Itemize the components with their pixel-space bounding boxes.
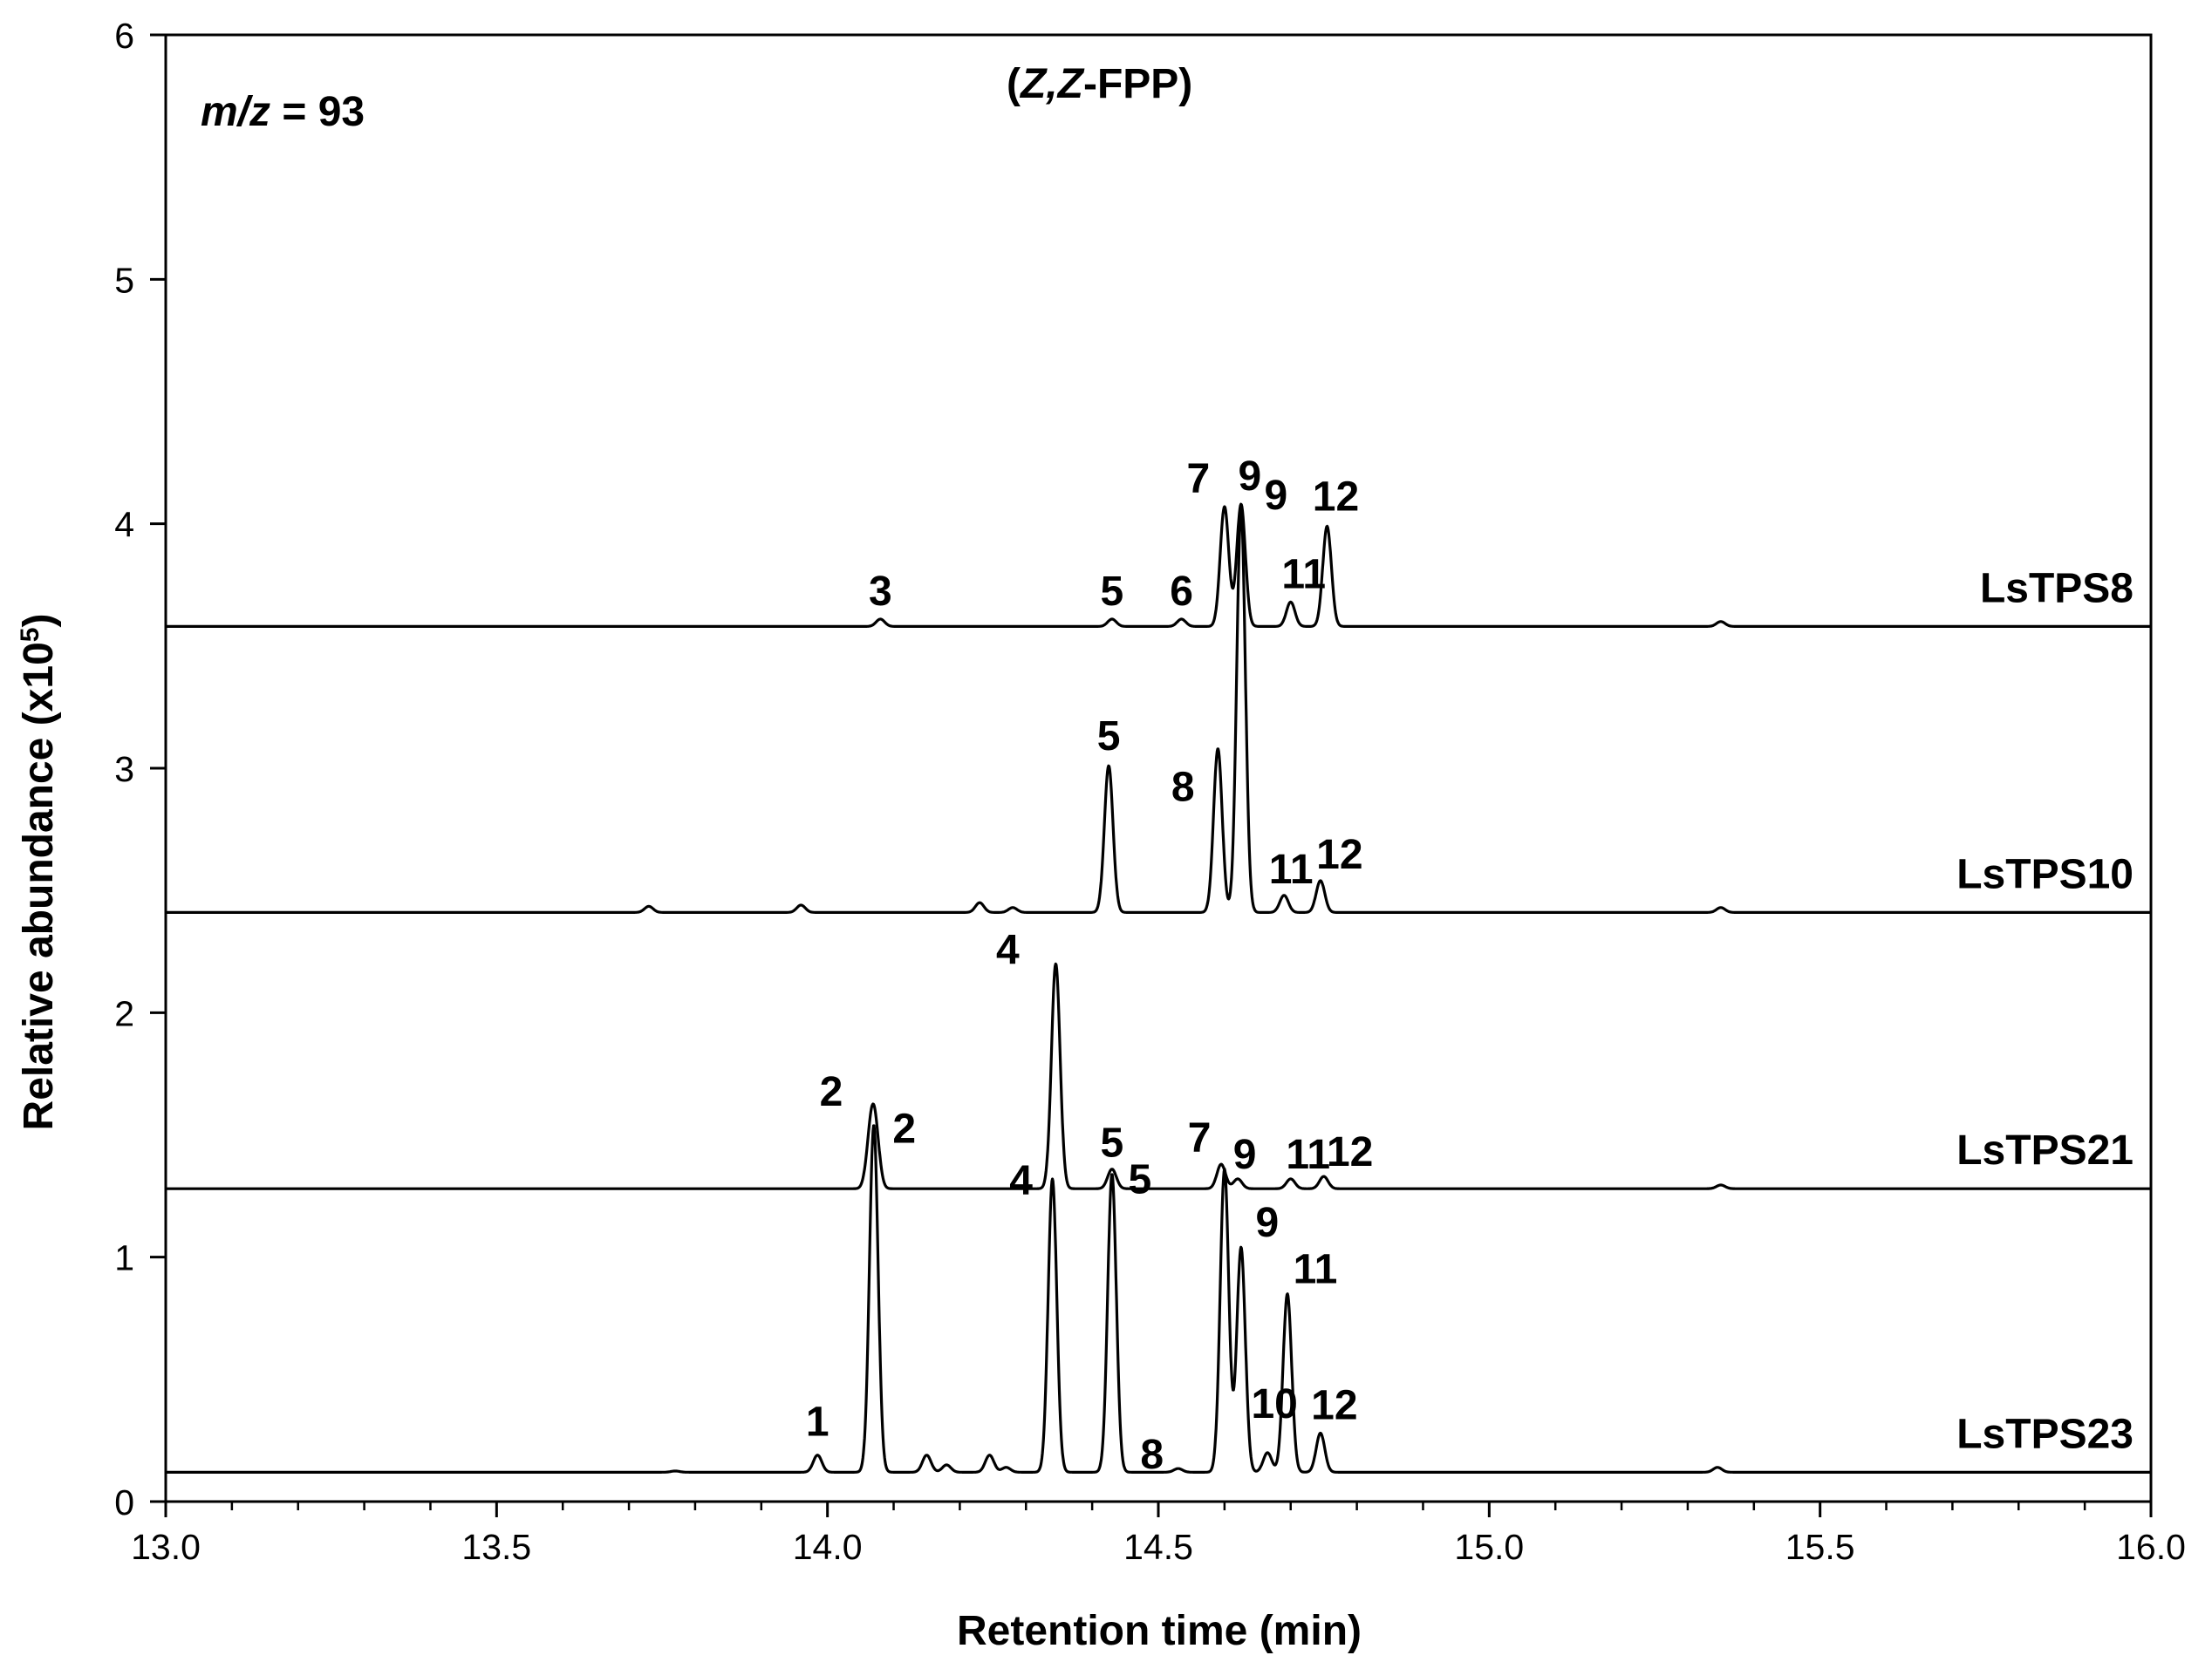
- x-tick-label: 15.0: [1454, 1527, 1524, 1567]
- peak-label: 7: [1187, 456, 1211, 502]
- y-axis-title-sup: 5: [16, 628, 44, 643]
- trace-name-lstps23: LsTPS23: [1956, 1411, 2133, 1457]
- y-tick-label: 4: [114, 505, 134, 545]
- peak-label: 9: [1264, 473, 1287, 519]
- y-axis-title-end: ): [16, 614, 62, 628]
- peak-label: 8: [1171, 765, 1195, 811]
- mz-italic: m/z: [201, 89, 270, 135]
- trace-name-lstps21: LsTPS21: [1956, 1127, 2133, 1174]
- peak-label: 12: [1327, 1129, 1373, 1175]
- x-tick-label: 14.0: [793, 1527, 863, 1567]
- mz-value: = 93: [270, 89, 365, 135]
- peak-label: 2: [892, 1106, 916, 1152]
- trace-lstps8: [165, 502, 2152, 628]
- y-tick-label: 1: [114, 1238, 134, 1278]
- peak-label: 2: [820, 1069, 843, 1115]
- traces: [165, 502, 2152, 1474]
- peak-label: 5: [1101, 1121, 1124, 1167]
- peak-label: 11: [1294, 1247, 1338, 1293]
- peak-label: 8: [1140, 1432, 1164, 1478]
- peak-label: 4: [996, 927, 1020, 973]
- peak-label: 9: [1233, 1132, 1257, 1178]
- peak-label: 5: [1101, 569, 1124, 615]
- peak-label: 5: [1129, 1156, 1152, 1202]
- peak-label: 11: [1269, 847, 1314, 893]
- x-tick-label: 14.5: [1123, 1527, 1193, 1567]
- mz-annotation: m/z = 93: [201, 89, 365, 135]
- peak-label: 12: [1313, 473, 1359, 520]
- trace-name-lstps10: LsTPS10: [1956, 851, 2133, 897]
- y-tick-label: 5: [114, 260, 134, 300]
- peak-label: 9: [1255, 1200, 1279, 1246]
- y-tick-label: 6: [114, 16, 134, 56]
- peak-label: 1: [806, 1400, 830, 1446]
- peak-label: 7: [1188, 1115, 1212, 1161]
- substrate-open: (: [1007, 61, 1021, 107]
- substrate-italic: Z,Z: [1019, 61, 1085, 107]
- y-tick-label: 3: [114, 749, 134, 789]
- peak-label: 10: [1251, 1381, 1297, 1427]
- peak-label: 6: [1170, 569, 1193, 615]
- x-tick-label: 16.0: [2116, 1527, 2186, 1567]
- peak-label: 4: [1009, 1158, 1033, 1204]
- peak-label: 3: [869, 569, 892, 615]
- x-axis-title: Retention time (min): [957, 1608, 1362, 1654]
- plot-frame: [164, 33, 2153, 1503]
- x-tick-label: 13.0: [131, 1527, 201, 1567]
- trace-lstps23: [165, 1124, 2152, 1474]
- y-axis-title: Relative abundance (x105): [16, 614, 63, 1131]
- peak-label: 11: [1281, 551, 1326, 597]
- trace-name-lstps8: LsTPS8: [1980, 565, 2133, 611]
- substrate-rest: -FPP): [1083, 61, 1192, 107]
- x-tick-label: 13.5: [461, 1527, 531, 1567]
- trace-names: LsTPS8 LsTPS10 LsTPS21 LsTPS23: [1956, 565, 2133, 1457]
- peak-label: 9: [1238, 453, 1261, 500]
- x-tick-label: 15.5: [1785, 1527, 1855, 1567]
- peak-label: 11: [1286, 1132, 1330, 1178]
- trace-lstps10: [165, 508, 2152, 914]
- peak-label: 12: [1316, 832, 1362, 878]
- substrate-annotation: (Z,Z-FPP): [1007, 61, 1192, 107]
- peak-label: 5: [1097, 713, 1121, 760]
- y-tick-label: 0: [114, 1482, 134, 1523]
- plot-area: [164, 33, 2153, 1503]
- trace-lstps21: [165, 962, 2152, 1190]
- y-tick-label: 2: [114, 993, 134, 1033]
- y-axis-title-main: Relative abundance (x10: [16, 642, 62, 1130]
- peak-label: 12: [1311, 1383, 1357, 1429]
